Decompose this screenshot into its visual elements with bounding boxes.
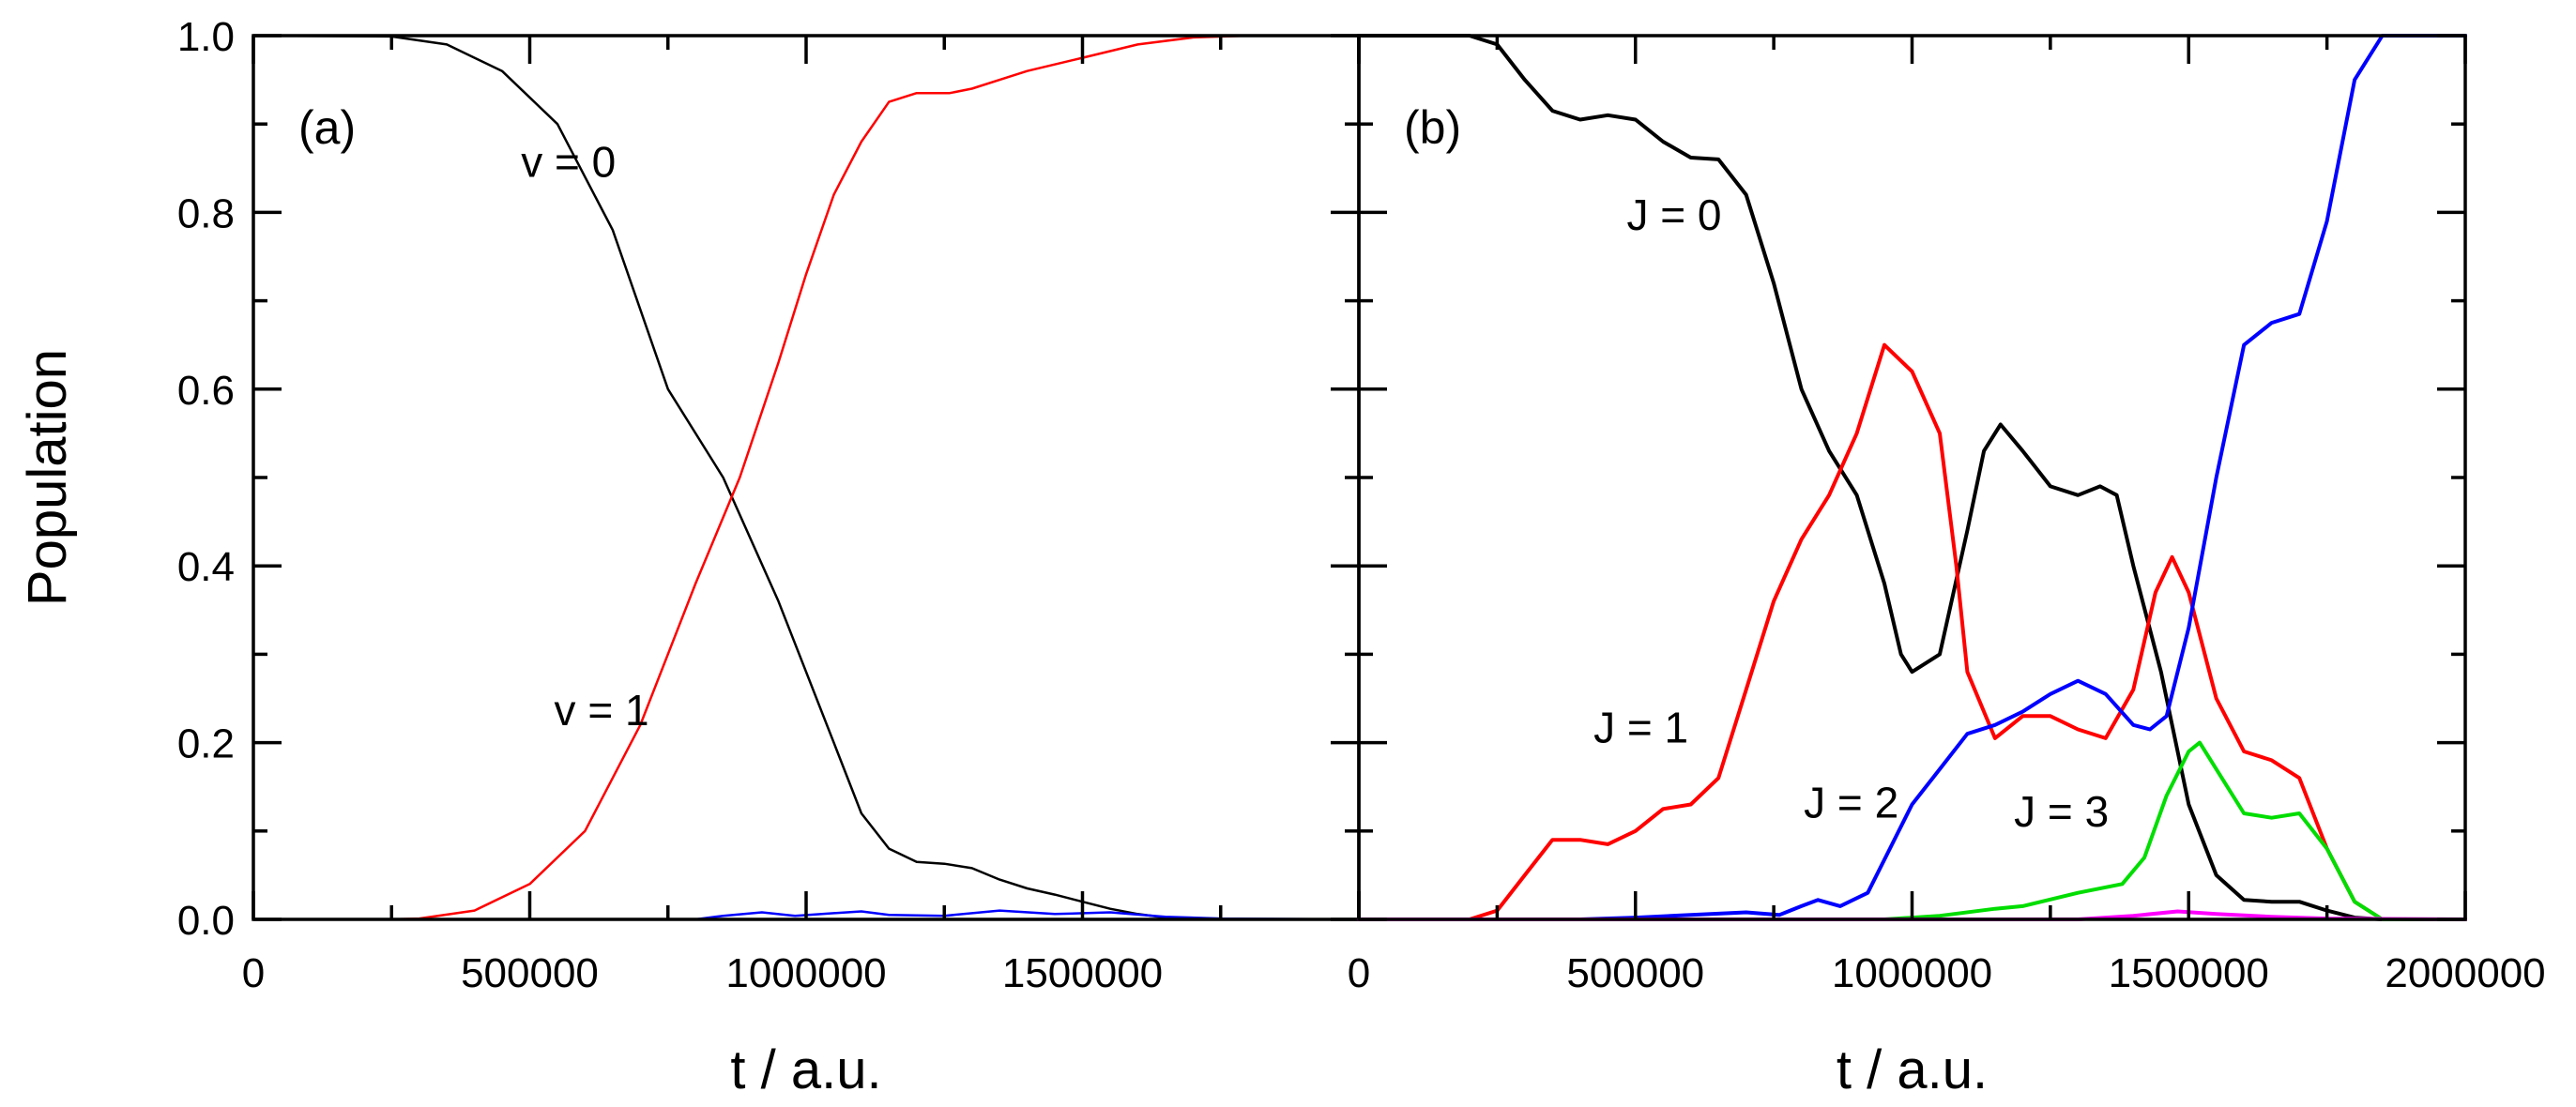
y-tick-label: 1.0 xyxy=(177,14,235,60)
y-tick-label: 0.8 xyxy=(177,190,235,236)
y-tick-label: 0.4 xyxy=(177,544,235,590)
plot-frame xyxy=(1357,34,2467,921)
curve-annotation: J = 3 xyxy=(2014,787,2109,836)
y-tick-label: 0.0 xyxy=(177,898,235,944)
curve-annotation: J = 0 xyxy=(1627,190,1722,239)
series-line-j3 xyxy=(1357,740,2467,921)
y-tick-label: 0.2 xyxy=(177,721,235,767)
series-line-v2 xyxy=(252,909,1361,921)
plot-frame xyxy=(252,34,1361,921)
x-tick-label: 1500000 xyxy=(1002,950,1163,996)
x-tick-label: 0 xyxy=(1348,950,1370,996)
x-tick-label: 1000000 xyxy=(725,950,886,996)
series-line-j1 xyxy=(1357,342,2467,921)
x-axis-label: t / a.u. xyxy=(1837,1039,1988,1100)
x-tick-label: 1500000 xyxy=(2109,950,2269,996)
series-line-j0 xyxy=(1357,34,2467,921)
x-tick-label: 1000000 xyxy=(1832,950,1992,996)
panel-a: 0 500000 1000000 1500000 t / a.u. (a) v = 0 v =… xyxy=(17,14,1361,1100)
x-tick-label: 0 xyxy=(242,950,265,996)
y-tick-label: 0.6 xyxy=(177,368,235,414)
panel-b: 0 500000 1000000 1500000 2000000 t / a.u. (b) J… xyxy=(1348,34,2546,1100)
y-axis-label: Population xyxy=(17,349,78,606)
series-line-v0 xyxy=(252,34,1361,921)
x-tick-label: 2000000 xyxy=(2385,950,2545,996)
series-line-v1 xyxy=(252,34,1361,921)
x-axis-label: t / a.u. xyxy=(730,1039,881,1100)
curve-annotation: v = 0 xyxy=(521,138,616,187)
x-tick-label: 500000 xyxy=(461,950,599,996)
series-line-j2 xyxy=(1357,34,2467,921)
curve-annotation: J = 1 xyxy=(1593,704,1688,752)
panel-label: (a) xyxy=(298,101,356,154)
panel-label: (b) xyxy=(1404,101,1461,154)
curve-annotation: v = 1 xyxy=(555,686,649,735)
curve-annotation: J = 2 xyxy=(1804,779,1898,827)
x-tick-label: 500000 xyxy=(1566,950,1704,996)
